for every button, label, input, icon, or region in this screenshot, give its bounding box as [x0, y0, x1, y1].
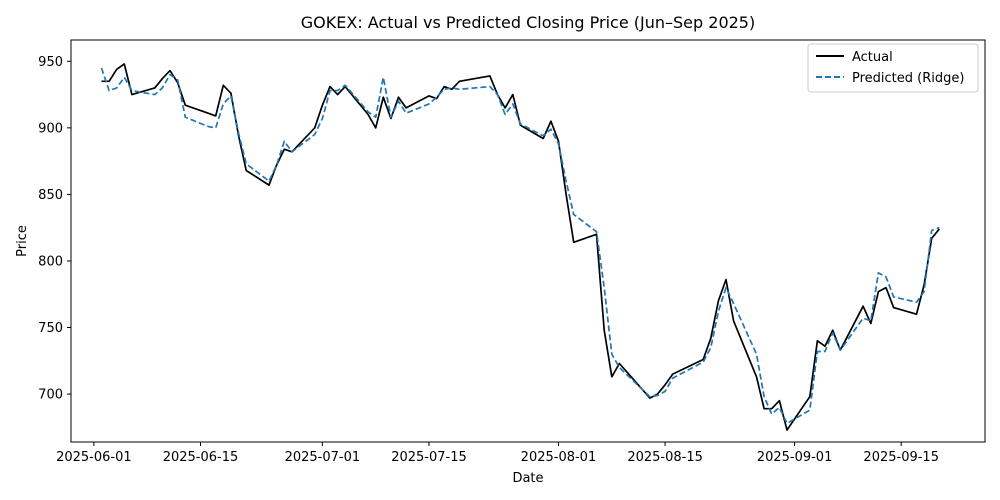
legend-label-actual: Actual	[852, 50, 893, 65]
x-tick-label: 2025-07-15	[391, 450, 467, 465]
legend: Actual Predicted (Ridge)	[807, 43, 979, 93]
y-tick-label: 900	[38, 121, 63, 136]
x-tick-label: 2025-09-15	[863, 450, 939, 465]
y-tick-label: 950	[38, 55, 63, 70]
x-tick-label: 2025-08-01	[521, 450, 597, 465]
x-axis-label: Date	[512, 471, 543, 486]
x-tick-label: 2025-07-01	[285, 450, 361, 465]
y-axis-label: Price	[15, 225, 30, 257]
y-tick-label: 750	[38, 321, 63, 336]
chart-title: GOKEX: Actual vs Predicted Closing Price…	[301, 13, 755, 32]
x-tick-label: 2025-09-01	[757, 450, 833, 465]
y-tick-label: 700	[38, 388, 63, 403]
y-tick-label: 850	[38, 188, 63, 203]
legend-box	[807, 43, 979, 93]
x-tick-label: 2025-08-15	[627, 450, 703, 465]
x-tick-label: 2025-06-01	[56, 450, 132, 465]
y-tick-label: 800	[38, 254, 63, 269]
x-axis: 2025-06-01 2025-06-15 2025-07-01 2025-07-15…	[56, 442, 939, 465]
series-line-predicted	[100, 67, 940, 425]
plot-lines	[100, 63, 940, 431]
plot-frame	[70, 39, 986, 443]
legend-label-predicted: Predicted (Ridge)	[852, 71, 964, 86]
x-tick-label: 2025-06-15	[163, 450, 239, 465]
series-line-actual	[101, 63, 940, 431]
y-axis: 700 750 800 850 900 950	[38, 55, 71, 403]
